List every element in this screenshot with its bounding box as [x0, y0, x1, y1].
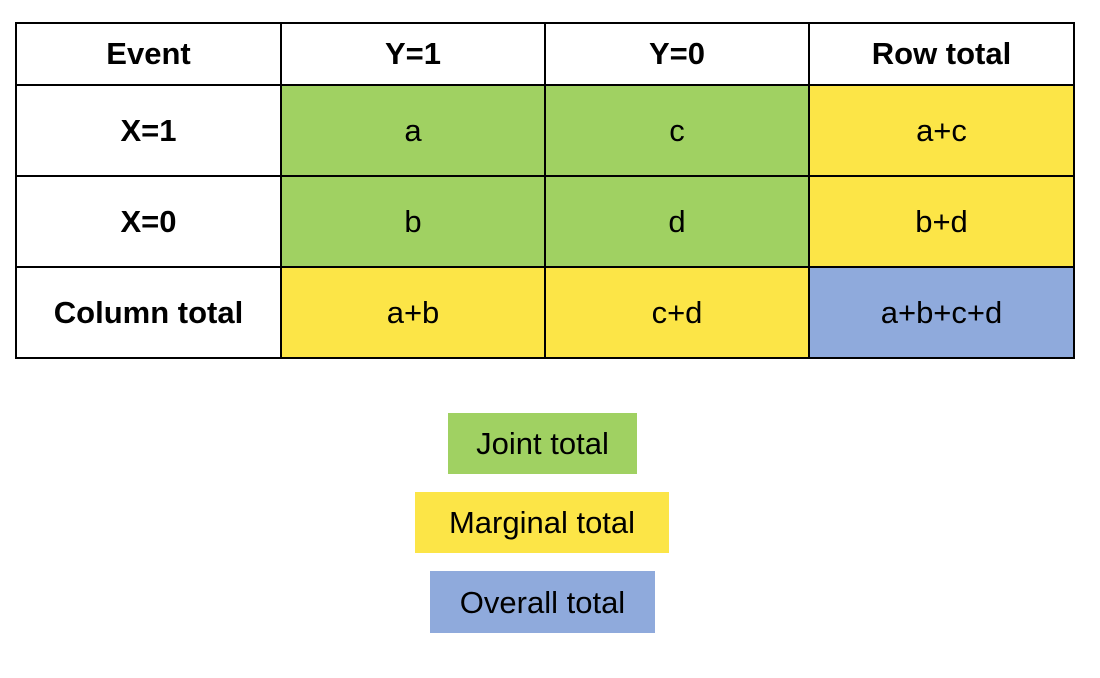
cell-x1-y0: c — [544, 84, 810, 177]
header-event: Event — [15, 22, 282, 86]
contingency-table: Event Y=1 Y=0 Row total X=1 a c a+c X=0 … — [15, 22, 1075, 359]
cell-grand-total: a+b+c+d — [808, 266, 1075, 359]
cell-x0-y1: b — [280, 175, 546, 268]
header-row: Event Y=1 Y=0 Row total — [15, 22, 1075, 86]
row-x0: X=0 b d b+d — [15, 175, 1075, 268]
legend-joint-total: Joint total — [448, 413, 637, 474]
row-label-column-total: Column total — [15, 266, 282, 359]
header-row-total: Row total — [808, 22, 1075, 86]
header-y0: Y=0 — [544, 22, 810, 86]
row-x1: X=1 a c a+c — [15, 84, 1075, 177]
row-label-x1: X=1 — [15, 84, 282, 177]
cell-x1-y1: a — [280, 84, 546, 177]
row-label-x0: X=0 — [15, 175, 282, 268]
contingency-table-wrapper: Event Y=1 Y=0 Row total X=1 a c a+c X=0 … — [15, 22, 1075, 359]
row-column-total: Column total a+b c+d a+b+c+d — [15, 266, 1075, 359]
header-y1: Y=1 — [280, 22, 546, 86]
cell-x1-row-total: a+c — [808, 84, 1075, 177]
legend-marginal-total: Marginal total — [415, 492, 669, 553]
cell-col-total-y0: c+d — [544, 266, 810, 359]
cell-x0-y0: d — [544, 175, 810, 268]
cell-col-total-y1: a+b — [280, 266, 546, 359]
cell-x0-row-total: b+d — [808, 175, 1075, 268]
legend-overall-total: Overall total — [430, 571, 655, 633]
